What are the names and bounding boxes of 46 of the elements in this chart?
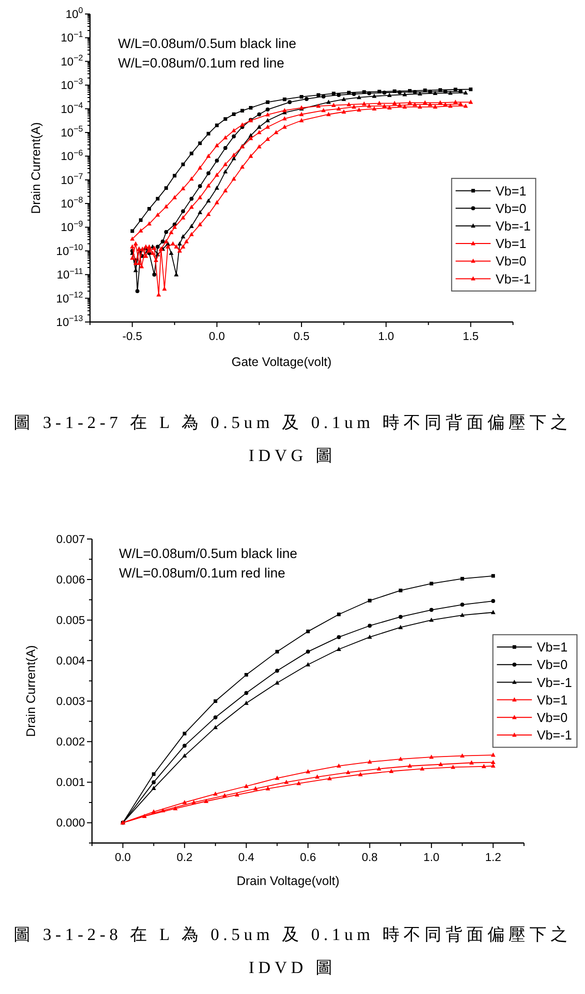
- y-tick-label: 10$^{−12}$: [56, 290, 83, 306]
- y-tick-label: 0.007: [56, 534, 85, 546]
- y-label: Drain Current(A): [24, 645, 38, 737]
- legend-label: Vb=1: [536, 640, 568, 655]
- y-tick-label: 10$^{−9}$: [60, 219, 83, 234]
- y-tick-label: 10$^{−10}$: [56, 243, 83, 258]
- y-label: Drain Current(A): [29, 122, 43, 214]
- y-tick-label: 10$^{−2}$: [60, 54, 83, 68]
- x-tick-label: 1.5: [462, 331, 479, 343]
- legend-label: Vb=-1: [536, 674, 572, 690]
- x-tick-label: 0.5: [294, 331, 310, 343]
- title: 圖 3-1-2-8 在 L 為 0.5um 及 0.1um 時不同背面偏壓下之 IDVD 圖: [12, 924, 572, 979]
- y-tick-label: 0.003: [56, 696, 85, 708]
- legend-label: Vb=-1: [536, 728, 572, 743]
- y-tick-label: 0.006: [56, 574, 85, 587]
- y-tick-label: 10$^{−8}$: [60, 196, 83, 211]
- y-tick-label: 10$^{−3}$: [60, 77, 83, 92]
- y-tick-label: 0.002: [56, 736, 85, 749]
- x-tick-label: -0.5: [122, 331, 142, 343]
- legend-label: Vb=1: [536, 692, 568, 708]
- x-tick-label: 0.0: [208, 331, 225, 343]
- x-tick-label: 0.0: [114, 852, 131, 864]
- y-tick-label: 0.004: [56, 656, 85, 668]
- x-tick-label: 1.0: [378, 331, 394, 343]
- y-tick-label: 10$^{−1}$: [60, 30, 83, 45]
- x-tick-label: 0.2: [176, 852, 193, 864]
- title: 圖 3-1-2-7 在 L 為 0.5um 及 0.1um 時不同背面偏壓下之 IDVG 圖: [12, 412, 572, 467]
- x-label: Drain Voltage(volt): [236, 874, 340, 888]
- y-tick-label: 0.000: [56, 818, 85, 830]
- y-tick-label: 0.005: [56, 615, 85, 628]
- y-tick-label: 10$^{0}$: [66, 6, 83, 21]
- y-tick-label: 10$^{−5}$: [60, 124, 83, 140]
- x-tick-label: 0.6: [300, 852, 316, 864]
- y-tick-label: 0.001: [56, 777, 85, 790]
- x-tick-label: 1.2: [485, 852, 502, 864]
- legend-label: Vb=0: [536, 657, 568, 672]
- y-tick-label: 10$^{−4}$: [60, 100, 83, 116]
- x-tick-label: 0.4: [238, 852, 254, 864]
- y-tick-label: 10$^{−13}$: [56, 314, 83, 329]
- x-label: Gate Voltage(volt): [231, 355, 332, 369]
- legend-label: Vb=0: [536, 710, 568, 725]
- y-tick-label: 10$^{−6}$: [60, 148, 83, 164]
- y-tick-label: 10$^{−7}$: [60, 172, 83, 187]
- x-tick-label: 0.8: [362, 852, 378, 864]
- y-tick-label: 10$^{−11}$: [56, 266, 83, 282]
- x-tick-label: 1.0: [423, 852, 440, 864]
